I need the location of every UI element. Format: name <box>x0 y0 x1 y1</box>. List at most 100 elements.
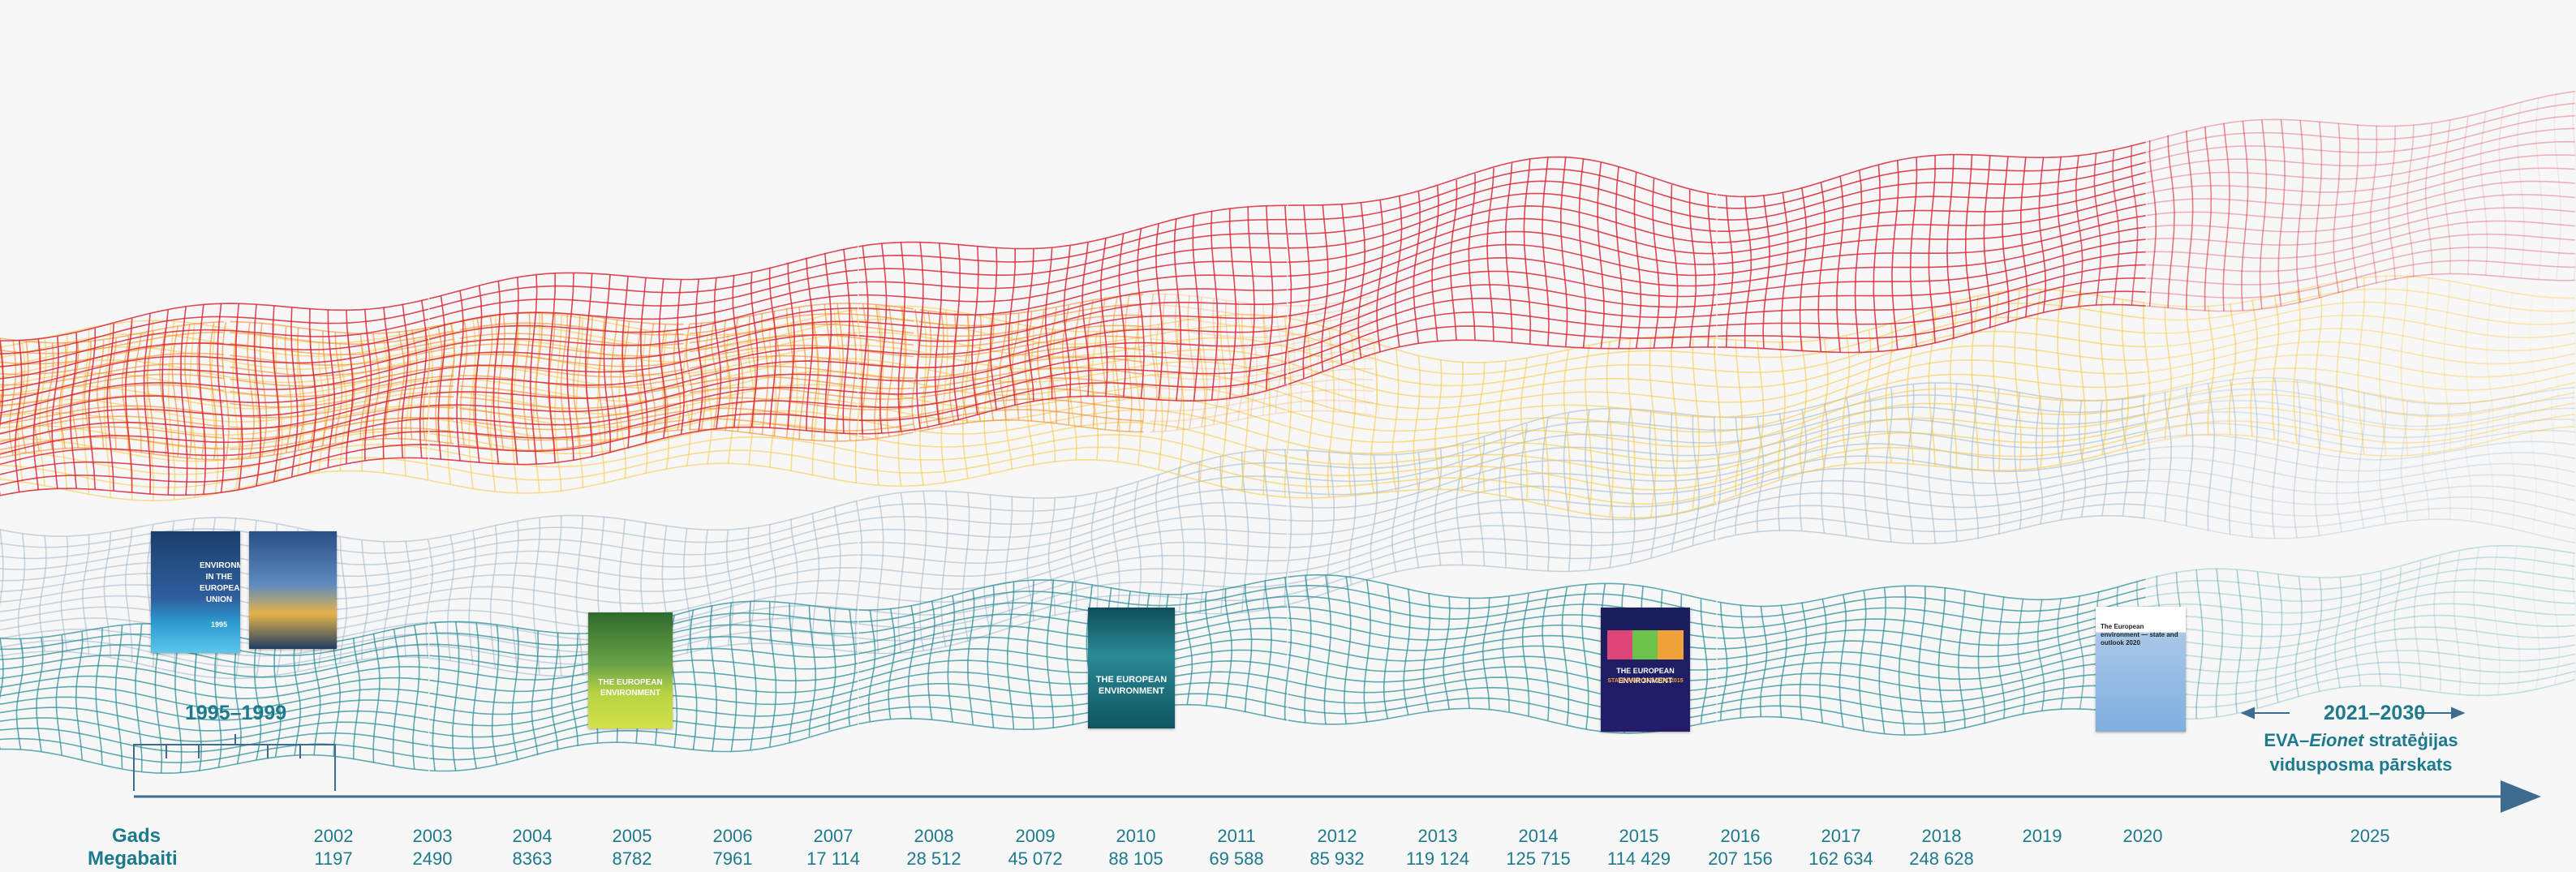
mesh-line <box>610 319 619 440</box>
mesh-line <box>273 643 282 758</box>
mesh-line <box>1391 454 1400 573</box>
mesh-line <box>2146 518 2575 543</box>
mesh-line <box>2464 284 2473 446</box>
mesh-line <box>2433 555 2441 693</box>
year-label: 2020 <box>2122 826 2163 846</box>
mesh-line <box>1288 453 1717 477</box>
mesh-line <box>2146 422 2575 449</box>
time-axis <box>134 780 2541 813</box>
mesh-line <box>1633 172 1642 349</box>
mesh-line <box>698 323 707 430</box>
mesh-line <box>1649 410 1657 558</box>
mesh-line <box>230 320 454 335</box>
mesh-line <box>14 340 23 492</box>
mesh-line <box>858 218 1288 263</box>
mesh-line <box>124 318 133 492</box>
mesh-line <box>2374 571 2382 686</box>
mesh-line <box>598 317 606 443</box>
mesh-line <box>689 397 914 410</box>
mesh-line <box>1247 206 1255 395</box>
mesh-line <box>0 748 429 775</box>
mesh-line <box>987 586 995 728</box>
mesh-line <box>1288 346 1717 387</box>
mesh-line <box>689 428 914 442</box>
mesh-line <box>1312 304 1321 411</box>
mesh-line <box>747 527 755 644</box>
year-label: 2016 <box>1720 826 1761 846</box>
mesh-line <box>459 384 684 399</box>
mesh-line <box>647 323 656 434</box>
mesh-line <box>1288 284 1717 341</box>
cover-2015-subtitle: STATE AND OUTLOOK 2015 <box>1607 678 1684 684</box>
mesh-line <box>1563 350 1572 510</box>
mesh-line <box>2146 167 2575 206</box>
mesh-line <box>0 352 225 376</box>
mesh-line <box>0 393 429 445</box>
mesh-line <box>0 404 428 436</box>
mesh-line <box>1155 223 1163 400</box>
mesh-line <box>1717 443 2146 503</box>
mesh-line <box>1717 423 2146 483</box>
mesh-line <box>987 315 995 421</box>
mesh-line <box>2186 130 2194 310</box>
mesh-line <box>2293 290 2301 444</box>
mesh-line <box>333 641 342 757</box>
mesh-line <box>1192 214 1200 402</box>
year-label: 2003 <box>412 826 453 846</box>
mesh-line <box>359 333 368 440</box>
mesh-line <box>888 608 896 720</box>
mesh-line <box>1918 586 1926 735</box>
mesh-line <box>230 437 454 461</box>
mesh-line <box>2207 306 2215 435</box>
mesh-line <box>1740 605 1748 718</box>
mesh-line <box>2146 492 2575 517</box>
mesh-line <box>1717 627 2146 660</box>
report-cover-1995: ENVIRONMENT IN THE EUROPEAN UNION 1995 <box>151 531 240 653</box>
mesh-line <box>858 649 1288 682</box>
mesh-line <box>2146 457 2575 483</box>
mesh-line <box>1210 210 1219 401</box>
mesh-line <box>1288 494 1717 548</box>
mesh-line <box>2228 379 2237 535</box>
mesh-line <box>95 628 103 765</box>
mesh-line <box>468 531 476 665</box>
mesh-line <box>2146 341 2575 373</box>
mesh-line <box>0 349 429 403</box>
year-label: 2006 <box>712 826 753 846</box>
mesh-line <box>0 329 429 380</box>
mesh-line <box>1363 579 1371 723</box>
mesh-line <box>429 567 858 604</box>
mesh-line <box>2204 126 2213 311</box>
mesh-line <box>352 637 361 760</box>
mesh-line <box>1149 410 1374 433</box>
mesh-line <box>2146 425 2575 457</box>
mesh-line <box>0 308 429 354</box>
year-label: 2013 <box>1417 826 1458 846</box>
mesh-line <box>2235 569 2243 714</box>
mesh-line <box>916 242 924 429</box>
mesh-line <box>0 444 429 486</box>
mesh-line <box>0 418 429 466</box>
mesh-line <box>2146 638 2575 673</box>
mesh-line <box>1717 402 2146 459</box>
mesh-line <box>39 535 47 652</box>
mesh-line <box>961 492 970 642</box>
mesh-line <box>2379 397 2387 525</box>
mesh-line <box>1149 320 1374 338</box>
mesh-line <box>382 541 391 658</box>
mesh-line <box>971 246 979 416</box>
mesh-line <box>575 515 584 676</box>
mesh-line <box>2388 126 2396 280</box>
mesh-line <box>1112 488 1120 609</box>
mesh-line <box>2443 280 2452 451</box>
mesh-line <box>124 528 133 662</box>
mesh-line <box>711 321 719 430</box>
mesh-line <box>690 609 698 750</box>
mesh-line <box>2057 290 2065 465</box>
mesh-line <box>2146 579 2575 614</box>
mesh-line <box>232 330 240 490</box>
mesh-line <box>103 532 112 657</box>
mesh-line <box>1422 593 1431 712</box>
mesh-line <box>1288 156 1717 206</box>
report-cover-1999 <box>249 531 337 649</box>
